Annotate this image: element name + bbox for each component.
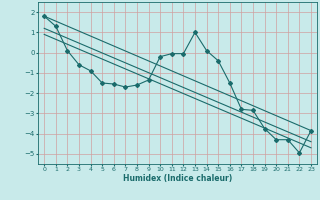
X-axis label: Humidex (Indice chaleur): Humidex (Indice chaleur) [123,174,232,183]
